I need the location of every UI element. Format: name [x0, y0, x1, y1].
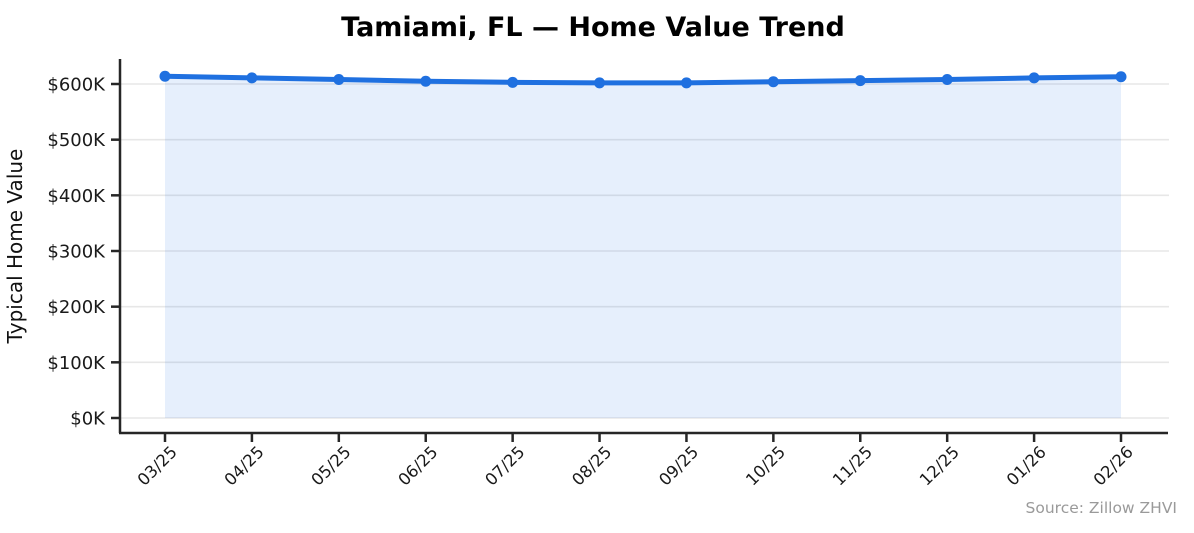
chart-title: Tamiami, FL — Home Value Trend [341, 12, 845, 43]
x-axis-ticks: 03/25 04/25 05/25 06/25 07/25 08/25 09/25 10/25… [134, 433, 1137, 489]
x-tick-label: 01/26 [1003, 442, 1050, 489]
data-point [854, 75, 866, 87]
y-tick-label: $500K [47, 130, 106, 151]
y-axis-ticks: $0K $100K $200K $300K $400K $500K $600K [47, 75, 120, 430]
y-tick-label: $300K [47, 242, 106, 263]
x-tick-label: 08/25 [568, 442, 615, 489]
x-tick-label: 06/25 [394, 442, 441, 489]
x-tick-label: 09/25 [655, 442, 702, 489]
x-tick-label: 10/25 [742, 442, 789, 489]
trend-line [162, 73, 1124, 86]
x-tick-label: 02/26 [1090, 442, 1137, 489]
gridlines [120, 83, 1169, 419]
x-tick-label: 11/25 [829, 442, 876, 489]
data-point [333, 74, 345, 86]
trend-line-path [162, 73, 1124, 86]
y-tick-label: $100K [47, 353, 106, 374]
x-tick-label: 03/25 [134, 442, 181, 489]
source-note: Source: Zillow ZHVI [1026, 499, 1177, 517]
data-points [159, 70, 1127, 89]
area-fill [165, 76, 1121, 418]
data-point [941, 74, 953, 86]
y-axis-label: Typical Home Value [3, 149, 27, 345]
y-tick-label: $200K [47, 297, 106, 318]
area-fill-shape [165, 76, 1121, 418]
y-tick-label: $600K [47, 75, 106, 96]
data-point [246, 72, 258, 84]
data-point [767, 76, 779, 88]
data-point [507, 76, 519, 88]
data-point [1028, 72, 1040, 84]
axes-spines [118, 59, 1168, 435]
data-point [594, 77, 606, 89]
y-tick-label: $0K [70, 409, 106, 430]
data-point [420, 75, 432, 87]
y-tick-label: $400K [47, 186, 106, 207]
data-point [1115, 71, 1127, 83]
data-point [680, 77, 692, 89]
data-point [159, 70, 171, 82]
x-tick-label: 12/25 [916, 442, 963, 489]
x-tick-label: 04/25 [221, 442, 268, 489]
x-tick-label: 05/25 [308, 442, 355, 489]
x-tick-label: 07/25 [481, 442, 528, 489]
